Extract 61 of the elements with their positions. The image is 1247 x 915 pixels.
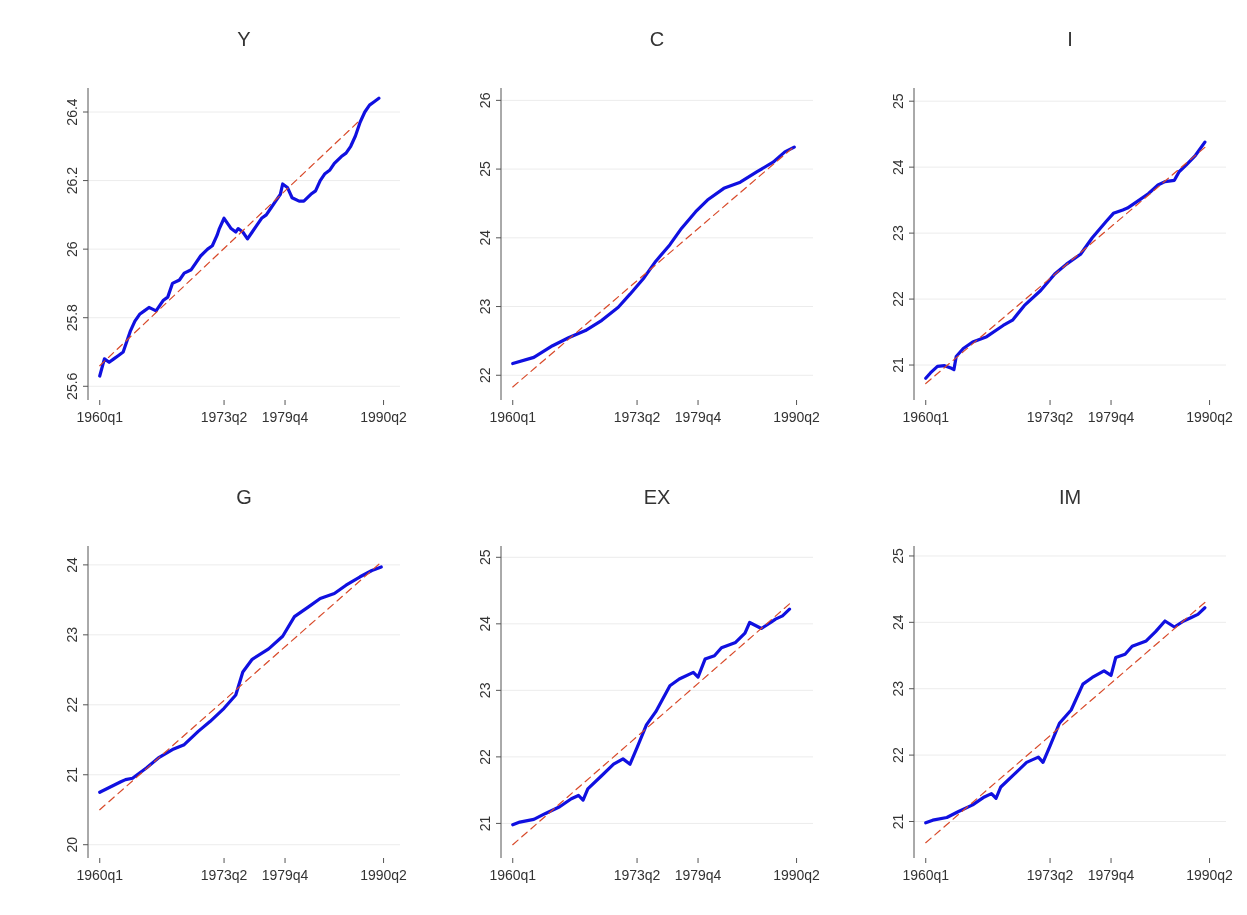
x-tick-label: 1979q4 xyxy=(261,867,309,883)
x-tick-label: 1990q2 xyxy=(773,409,821,425)
y-tick-label: 25.8 xyxy=(64,303,80,332)
y-tick-label: 21 xyxy=(890,813,906,830)
y-tick-label: 20 xyxy=(64,836,80,853)
x-tick-label: 1960q1 xyxy=(489,867,537,883)
y-tick-label: 26.4 xyxy=(64,98,80,126)
x-tick-label: 1990q2 xyxy=(773,867,821,883)
x-tick-label: 1990q2 xyxy=(360,409,408,425)
x-tick-label: 1973q2 xyxy=(1026,409,1074,425)
x-tick-label: 1960q1 xyxy=(76,409,124,425)
y-tick-label: 23 xyxy=(890,680,906,697)
chart-title: G xyxy=(236,486,252,508)
y-tick-label: 26 xyxy=(477,92,493,109)
chart-title: Y xyxy=(237,28,251,50)
y-tick-label: 25 xyxy=(477,549,493,566)
x-tick-label: 1960q1 xyxy=(902,409,950,425)
line-series xyxy=(98,96,381,378)
y-tick-label: 24 xyxy=(890,159,906,175)
x-tick-label: 1973q2 xyxy=(613,867,661,883)
x-tick-label: 1990q2 xyxy=(360,867,408,883)
y-tick-label: 26.2 xyxy=(64,166,80,195)
y-tick-label: 22 xyxy=(64,696,80,713)
y-tick-label: 25 xyxy=(890,547,906,564)
x-tick-label: 1973q2 xyxy=(1026,867,1074,883)
y-tick-label: 22 xyxy=(477,367,493,384)
x-tick-label: 1979q4 xyxy=(1087,867,1135,883)
x-tick-label: 1979q4 xyxy=(674,409,722,425)
x-tick-label: 1960q1 xyxy=(902,867,950,883)
chart-title: EX xyxy=(643,486,671,508)
x-tick-label: 1973q2 xyxy=(200,409,248,425)
y-tick-label: 25 xyxy=(477,161,493,177)
y-tick-label: 25.6 xyxy=(64,372,80,400)
x-tick-label: 1979q4 xyxy=(674,867,722,883)
y-tick-label: 24 xyxy=(64,556,80,573)
chart-title: C xyxy=(649,28,665,50)
y-tick-label: 23 xyxy=(890,225,906,241)
y-tick-label: 22 xyxy=(477,748,493,765)
y-tick-label: 21 xyxy=(477,815,493,832)
y-tick-label: 24 xyxy=(890,614,906,631)
y-tick-label: 22 xyxy=(890,291,906,307)
x-tick-label: 1960q1 xyxy=(76,867,124,883)
x-tick-label: 1979q4 xyxy=(261,409,309,425)
y-tick-label: 23 xyxy=(477,682,493,699)
x-tick-label: 1990q2 xyxy=(1186,867,1234,883)
y-tick-label: 26 xyxy=(64,241,80,257)
y-tick-label: 22 xyxy=(890,747,906,763)
y-tick-label: 25 xyxy=(890,93,906,109)
chart-title: I xyxy=(1067,28,1073,50)
y-tick-label: 21 xyxy=(64,766,80,783)
x-tick-label: 1979q4 xyxy=(1087,409,1135,425)
chart-title: IM xyxy=(1058,486,1082,508)
x-tick-label: 1960q1 xyxy=(489,409,537,425)
y-tick-label: 23 xyxy=(477,298,493,315)
y-tick-label: 24 xyxy=(477,229,493,246)
x-tick-label: 1990q2 xyxy=(1186,409,1234,425)
y-tick-label: 24 xyxy=(477,615,493,632)
x-tick-label: 1973q2 xyxy=(613,409,661,425)
y-tick-label: 23 xyxy=(64,626,80,643)
y-tick-label: 21 xyxy=(890,357,906,373)
x-tick-label: 1973q2 xyxy=(200,867,248,883)
